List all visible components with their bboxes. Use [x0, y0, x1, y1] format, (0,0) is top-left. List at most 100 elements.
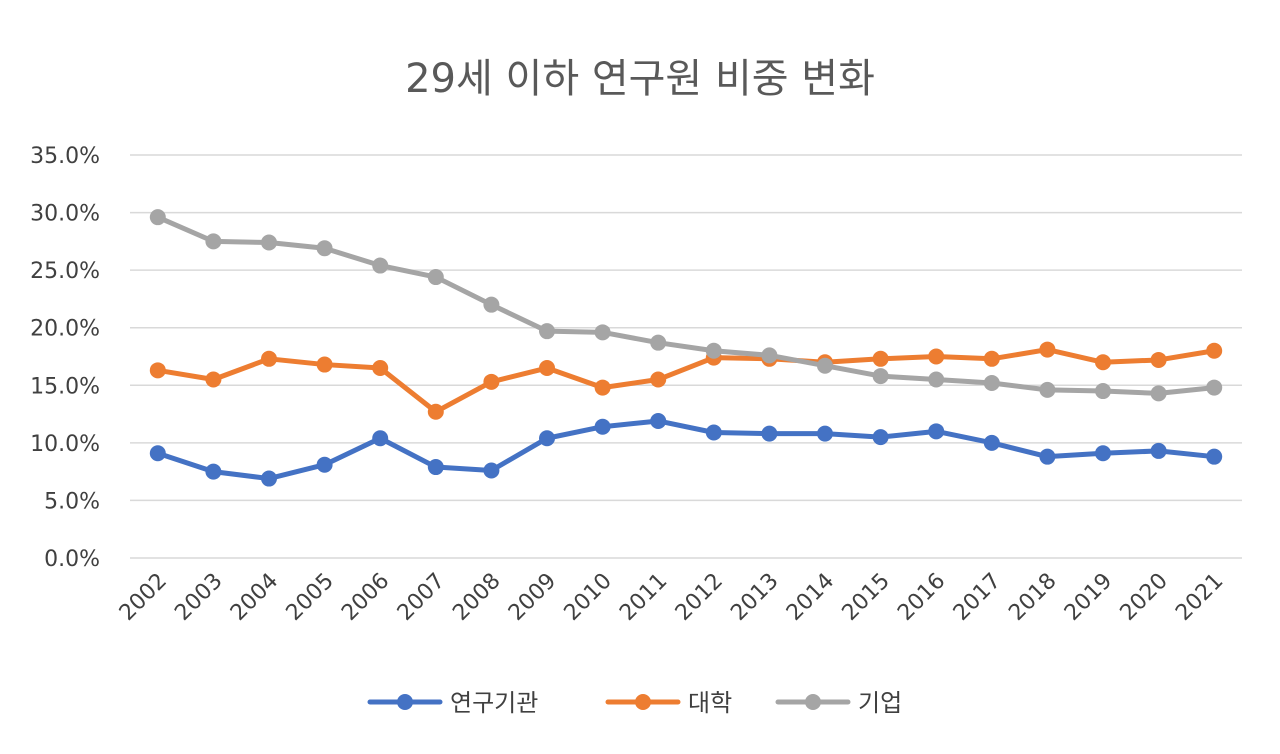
legend-item: 기업	[775, 689, 902, 717]
y-tick-label: 5.0%	[44, 489, 100, 514]
data-point	[983, 374, 1000, 391]
data-point	[761, 347, 778, 364]
data-point	[1039, 448, 1056, 465]
y-tick-label: 35.0%	[30, 144, 100, 169]
series-2	[149, 341, 1223, 420]
data-point	[1039, 381, 1056, 398]
data-point	[149, 445, 166, 462]
x-tick-label: 2017	[949, 569, 1006, 626]
data-point	[205, 463, 222, 480]
data-point	[817, 425, 833, 442]
x-tick-label: 2008	[448, 569, 505, 626]
data-point	[705, 342, 722, 359]
data-point	[372, 430, 389, 447]
data-point	[594, 379, 611, 396]
data-point	[261, 470, 277, 487]
data-point	[149, 362, 166, 379]
series-line	[155, 214, 1217, 396]
data-point	[316, 456, 333, 473]
y-tick-label: 0.0%	[44, 547, 100, 572]
series-lines	[149, 209, 1223, 487]
data-point	[928, 348, 945, 365]
y-axis-ticks: 0.0% 5.0% 10.0% 15.0% 20.0% 25.0% 30.0% 35.0%	[30, 144, 100, 572]
x-tick-label: 2005	[282, 569, 339, 626]
x-tick-label: 2009	[504, 569, 561, 626]
y-tick-label: 25.0%	[30, 259, 100, 284]
x-tick-label: 2018	[1004, 569, 1061, 626]
x-tick-label: 2021	[1171, 569, 1228, 626]
legend-swatch-marker	[805, 694, 821, 710]
legend-swatch-marker	[635, 694, 651, 710]
x-tick-label: 2004	[226, 569, 283, 626]
data-point	[872, 368, 889, 385]
data-point	[650, 371, 667, 388]
data-point	[427, 459, 444, 476]
data-point	[261, 350, 277, 367]
series-line	[155, 347, 1217, 415]
legend: 연구기관 대학 기업	[367, 689, 902, 717]
data-point	[983, 350, 1000, 367]
y-tick-label: 15.0%	[30, 374, 100, 399]
data-point	[705, 424, 722, 441]
data-point	[372, 360, 389, 377]
data-point	[539, 430, 555, 447]
data-point	[1206, 448, 1223, 465]
data-point	[1095, 383, 1111, 400]
x-tick-label: 2012	[671, 569, 728, 626]
series-3	[149, 209, 1223, 402]
x-tick-label: 2002	[115, 569, 172, 626]
data-point	[1150, 351, 1167, 368]
x-tick-label: 2006	[337, 569, 394, 626]
data-point	[928, 423, 945, 440]
legend-item: 연구기관	[367, 689, 538, 717]
data-point	[539, 323, 555, 340]
data-point	[1206, 379, 1223, 396]
data-point	[1206, 342, 1223, 359]
x-tick-label: 2010	[560, 569, 617, 626]
data-point	[594, 418, 611, 435]
data-point	[483, 296, 500, 313]
data-point	[372, 257, 389, 274]
legend-label: 대학	[688, 689, 732, 717]
data-point	[483, 373, 500, 390]
x-tick-label: 2014	[782, 569, 839, 626]
data-point	[1150, 442, 1167, 459]
gridlines	[130, 154, 1242, 559]
data-point	[872, 350, 889, 367]
x-tick-label: 2020	[1116, 569, 1173, 626]
legend-label: 연구기관	[450, 689, 538, 717]
data-point	[539, 360, 555, 377]
data-point	[1095, 354, 1111, 371]
data-point	[761, 425, 778, 442]
data-point	[149, 209, 166, 226]
y-tick-label: 20.0%	[30, 317, 100, 342]
data-point	[983, 434, 1000, 451]
x-tick-label: 2019	[1060, 569, 1117, 626]
data-point	[205, 371, 222, 388]
y-tick-label: 10.0%	[30, 432, 100, 457]
x-tick-label: 2015	[838, 569, 895, 626]
x-tick-label: 2013	[726, 569, 783, 626]
series-line	[155, 418, 1217, 482]
data-point	[594, 324, 611, 341]
x-tick-label: 2003	[170, 569, 227, 626]
data-point	[205, 233, 222, 250]
x-tick-label: 2011	[615, 569, 672, 626]
data-point	[261, 234, 277, 251]
legend-item: 대학	[605, 689, 732, 717]
chart-title: 29세 이하 연구원 비중 변화	[405, 56, 875, 102]
data-point	[427, 403, 444, 420]
x-tick-label: 2016	[893, 569, 950, 626]
data-point	[650, 412, 667, 429]
data-point	[650, 334, 667, 351]
y-tick-label: 30.0%	[30, 202, 100, 227]
data-point	[1095, 445, 1111, 462]
x-tick-label: 2007	[393, 569, 450, 626]
x-axis-ticks: 2002200320042005200620072008200920102011…	[115, 569, 1229, 626]
data-point	[316, 356, 333, 373]
legend-swatch-marker	[397, 694, 413, 710]
data-point	[427, 269, 444, 286]
data-point	[928, 371, 945, 388]
